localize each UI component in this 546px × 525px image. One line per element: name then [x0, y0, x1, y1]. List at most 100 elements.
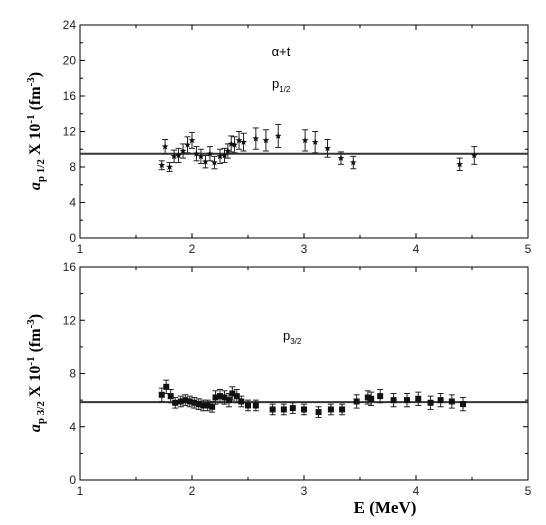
y-tick-label: 4	[69, 420, 76, 434]
data-point	[166, 162, 174, 172]
star-marker	[166, 163, 174, 170]
data-point	[315, 406, 322, 418]
data-point	[233, 388, 240, 404]
data-point	[274, 123, 282, 148]
star-marker	[311, 138, 319, 146]
x-tick-label: 5	[525, 484, 532, 498]
square-marker	[269, 406, 276, 413]
data-point	[337, 151, 345, 165]
y-tick-label: 8	[69, 160, 76, 174]
y-axis-label-rest: X 10	[27, 124, 44, 160]
y-axis-label-main: a	[27, 424, 44, 432]
square-marker	[225, 397, 232, 404]
square-marker	[158, 391, 165, 398]
data-point	[470, 146, 478, 165]
x-axis-label: E (MeV)	[354, 498, 417, 517]
y-tick-label: 12	[63, 313, 77, 327]
data-point	[368, 391, 375, 406]
square-marker	[167, 393, 174, 400]
star-marker	[175, 151, 182, 159]
y-axis-label-sup1: -1	[25, 114, 37, 123]
data-point	[202, 154, 209, 169]
plot-frame	[79, 266, 529, 481]
square-marker	[301, 406, 307, 413]
x-tick-label: 3	[301, 484, 308, 498]
data-point	[245, 399, 251, 412]
y-axis-label-unit-close: )	[27, 72, 44, 77]
star-marker	[227, 140, 235, 147]
y-axis-label-sub: p 1/2	[35, 159, 47, 182]
data-point	[227, 135, 235, 153]
x-tick-label: 3	[301, 242, 308, 256]
annotation-wave-sub: 1/2	[279, 85, 291, 94]
y-tick-label: 4	[69, 196, 76, 210]
y-tick-label: 12	[63, 125, 77, 139]
star-marker	[349, 158, 357, 166]
y-tick-label: 8	[69, 367, 76, 381]
data-point	[390, 392, 397, 408]
y-axis-label-unit-close: )	[27, 314, 44, 319]
y-tick-label: 0	[69, 473, 76, 487]
star-marker	[235, 136, 243, 144]
data-point	[212, 390, 219, 405]
data-point	[170, 149, 178, 164]
square-marker	[339, 406, 346, 413]
star-marker	[210, 158, 218, 166]
square-marker	[415, 395, 422, 402]
y-axis-label: ap 1/2 X 10-1 (fm-3)	[25, 72, 47, 190]
star-marker	[197, 152, 205, 160]
data-point	[289, 402, 296, 414]
annotation-wave: p3/2	[283, 328, 302, 346]
square-marker	[177, 398, 184, 405]
data-point	[197, 148, 205, 164]
data-point	[204, 399, 211, 412]
data-point	[210, 155, 218, 170]
square-marker	[172, 399, 179, 406]
star-marker	[161, 142, 169, 150]
square-marker	[427, 399, 434, 406]
star-marker	[170, 152, 178, 160]
y-tick-label: 0	[69, 231, 76, 245]
square-marker	[364, 394, 371, 401]
square-marker	[229, 390, 236, 397]
data-point	[327, 403, 334, 416]
star-marker	[179, 147, 187, 154]
data-point	[235, 131, 243, 150]
square-marker	[221, 394, 228, 401]
data-point	[460, 396, 467, 412]
star-marker	[231, 141, 238, 148]
square-marker	[404, 397, 411, 404]
square-marker	[233, 393, 240, 400]
plot-frame	[79, 24, 529, 239]
y-tick-label: 20	[63, 54, 77, 68]
square-marker	[200, 402, 207, 409]
star-marker	[301, 136, 309, 144]
star-marker	[324, 144, 331, 152]
x-tick-label: 1	[77, 484, 84, 498]
square-marker	[209, 403, 216, 410]
square-marker	[289, 405, 296, 412]
y-axis-label-unit-open: (fm	[27, 328, 44, 357]
data-point	[186, 395, 193, 408]
data-point	[184, 136, 191, 154]
square-marker	[368, 395, 375, 402]
data-point	[240, 132, 247, 152]
square-marker	[327, 406, 334, 413]
data-point	[324, 138, 331, 158]
annotation-wave: p1/2	[272, 76, 291, 94]
data-point	[216, 148, 224, 164]
star-marker	[193, 150, 200, 157]
data-point	[311, 131, 319, 154]
data-point	[427, 395, 434, 410]
y-tick-label: 16	[63, 89, 77, 103]
data-point	[193, 146, 200, 162]
data-point	[339, 403, 346, 416]
data-point	[158, 160, 166, 171]
data-point	[179, 143, 187, 159]
annotation-wave-sub: 3/2	[290, 337, 302, 346]
data-point	[238, 395, 245, 408]
star-marker	[158, 161, 166, 169]
data-point	[364, 390, 371, 405]
